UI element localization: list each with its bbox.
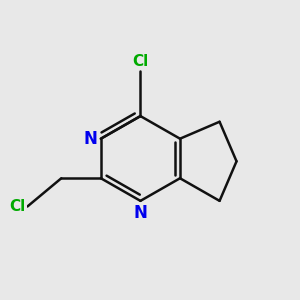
Text: N: N	[134, 204, 147, 222]
Text: N: N	[84, 130, 98, 148]
Text: Cl: Cl	[9, 199, 25, 214]
Text: Cl: Cl	[132, 54, 148, 69]
